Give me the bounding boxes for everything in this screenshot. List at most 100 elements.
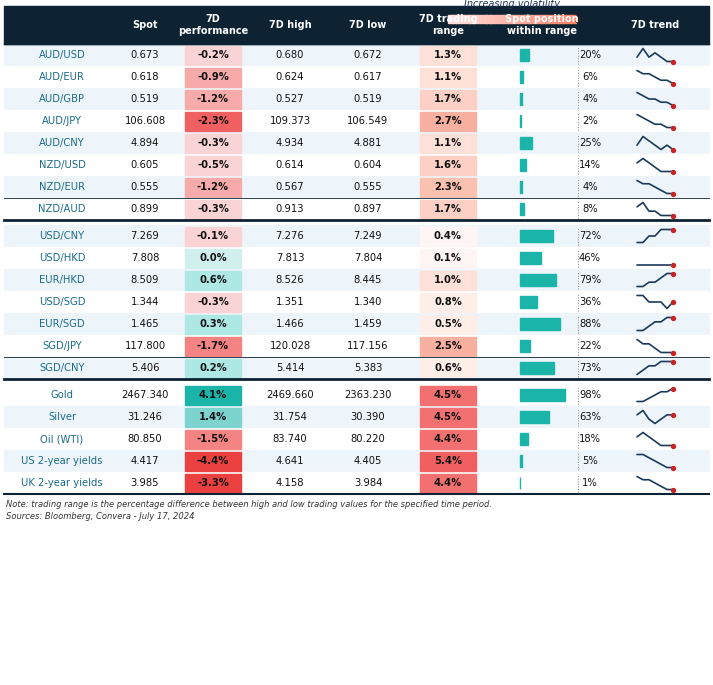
Bar <box>185 134 241 153</box>
Bar <box>456 15 461 23</box>
Text: Oil (WTI): Oil (WTI) <box>41 434 83 444</box>
Bar <box>520 159 526 171</box>
Text: -3.3%: -3.3% <box>197 478 229 488</box>
Text: -0.3%: -0.3% <box>197 297 229 307</box>
Bar <box>185 45 241 64</box>
Text: 4.881: 4.881 <box>354 138 382 148</box>
Bar <box>420 408 476 427</box>
Text: 8.509: 8.509 <box>130 275 159 285</box>
Text: USD/HKD: USD/HKD <box>39 253 86 263</box>
Bar <box>420 249 476 268</box>
Text: -1.2%: -1.2% <box>197 94 229 104</box>
Text: 8%: 8% <box>583 204 597 214</box>
Text: -2.3%: -2.3% <box>197 116 229 126</box>
Text: 7D trading
range: 7D trading range <box>419 14 477 36</box>
Bar <box>420 429 476 449</box>
Text: 1.351: 1.351 <box>276 297 304 307</box>
Bar <box>4 198 709 220</box>
Text: 0.618: 0.618 <box>130 72 159 82</box>
Bar <box>4 357 709 379</box>
Bar <box>520 252 541 264</box>
Text: Note: trading range is the percentage difference between high and low trading va: Note: trading range is the percentage di… <box>6 500 492 509</box>
Text: 0.567: 0.567 <box>276 182 304 192</box>
Bar <box>478 15 483 23</box>
Text: 5.414: 5.414 <box>276 363 304 373</box>
Text: AUD/EUR: AUD/EUR <box>39 72 85 82</box>
Text: 2%: 2% <box>582 116 598 126</box>
Bar <box>185 451 241 471</box>
Bar <box>563 15 567 23</box>
Text: USD/SGD: USD/SGD <box>39 297 86 307</box>
Bar <box>185 292 241 312</box>
Text: 98%: 98% <box>579 390 601 400</box>
Text: 1.7%: 1.7% <box>434 94 462 104</box>
Bar <box>185 177 241 197</box>
Text: 0.897: 0.897 <box>354 204 382 214</box>
Bar <box>520 455 523 467</box>
Bar <box>185 199 241 219</box>
Bar <box>499 15 503 23</box>
Bar <box>520 318 560 330</box>
Text: 1.3%: 1.3% <box>434 50 462 60</box>
Text: 7.804: 7.804 <box>354 253 382 263</box>
Bar <box>4 291 709 313</box>
Text: 0.617: 0.617 <box>354 72 382 82</box>
Text: EUR/HKD: EUR/HKD <box>39 275 85 285</box>
Bar <box>4 66 709 88</box>
Text: 0.2%: 0.2% <box>199 363 227 373</box>
Bar <box>520 137 531 149</box>
Text: 1.7%: 1.7% <box>434 204 462 214</box>
Bar <box>495 15 499 23</box>
Bar <box>545 15 550 23</box>
Text: 1.340: 1.340 <box>354 297 382 307</box>
Text: 4.5%: 4.5% <box>434 412 462 422</box>
Bar <box>558 15 563 23</box>
Text: 0.673: 0.673 <box>130 50 159 60</box>
Text: 3.985: 3.985 <box>130 478 159 488</box>
Text: 0.899: 0.899 <box>130 204 159 214</box>
Bar <box>420 473 476 493</box>
Text: 4.4%: 4.4% <box>434 478 462 488</box>
Text: 7D high: 7D high <box>269 20 312 30</box>
Bar <box>520 115 521 127</box>
Bar <box>520 49 529 61</box>
Text: 0.555: 0.555 <box>354 182 382 192</box>
Text: 36%: 36% <box>579 297 601 307</box>
Text: 0.5%: 0.5% <box>434 319 462 329</box>
Text: 0.527: 0.527 <box>276 94 304 104</box>
Text: 2.5%: 2.5% <box>434 341 462 351</box>
Bar <box>185 249 241 268</box>
Text: 4.417: 4.417 <box>130 456 159 466</box>
Text: Spot: Spot <box>132 20 158 30</box>
Bar <box>4 176 709 198</box>
Text: 2.7%: 2.7% <box>434 116 462 126</box>
Bar <box>4 44 709 66</box>
Bar <box>185 112 241 131</box>
Bar <box>533 15 538 23</box>
Text: 0.519: 0.519 <box>130 94 159 104</box>
Text: 0.0%: 0.0% <box>199 253 227 263</box>
Text: UK 2-year yields: UK 2-year yields <box>21 478 103 488</box>
Bar <box>420 314 476 334</box>
Text: 14%: 14% <box>579 160 601 170</box>
Text: 3.984: 3.984 <box>354 478 382 488</box>
Text: 46%: 46% <box>579 253 601 263</box>
Text: 0.6%: 0.6% <box>434 363 462 373</box>
Text: -1.5%: -1.5% <box>197 434 229 444</box>
Text: 0.672: 0.672 <box>354 50 382 60</box>
Bar <box>185 408 241 427</box>
Text: 7.249: 7.249 <box>354 231 382 241</box>
Text: 120.028: 120.028 <box>270 341 311 351</box>
Text: SGD/JPY: SGD/JPY <box>42 341 82 351</box>
Text: 5.406: 5.406 <box>130 363 159 373</box>
Bar <box>571 15 575 23</box>
Text: 7D
performance: 7D performance <box>178 14 248 36</box>
Text: EUR/SGD: EUR/SGD <box>39 319 85 329</box>
Text: 1.1%: 1.1% <box>434 138 462 148</box>
Text: SGD/CNY: SGD/CNY <box>39 363 85 373</box>
Text: 5.383: 5.383 <box>354 363 382 373</box>
Text: AUD/USD: AUD/USD <box>39 50 86 60</box>
Bar <box>420 358 476 377</box>
Text: 4%: 4% <box>583 182 597 192</box>
Bar <box>486 15 491 23</box>
